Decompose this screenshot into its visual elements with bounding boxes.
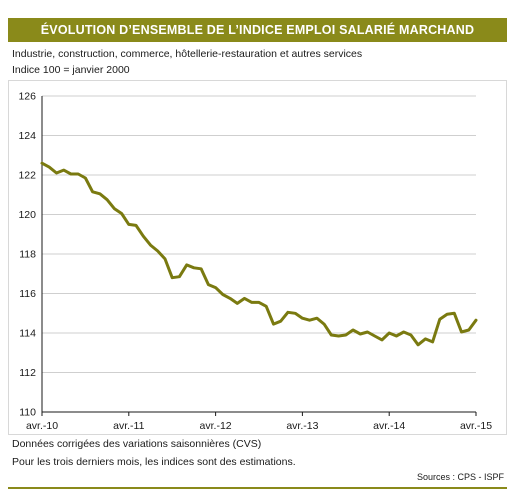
series-line-0	[40, 161, 478, 347]
x-tick-label: avr.-15	[460, 420, 492, 432]
source-note: Sources : CPS - ISPF	[416, 472, 504, 482]
y-tick-label: 120	[18, 209, 36, 221]
grid-lines	[42, 95, 476, 373]
axes	[41, 96, 477, 416]
x-tick-label: avr.-14	[373, 420, 405, 432]
y-tick-label: 124	[18, 130, 36, 142]
index-base-note: Indice 100 = janvier 2000	[12, 64, 130, 76]
chart-title: ÉVOLUTION D’ENSEMBLE DE L’INDICE EMPLOI …	[8, 18, 507, 42]
y-tick-label: 126	[18, 91, 36, 103]
estimate-note: Pour les trois derniers mois, les indice…	[12, 456, 296, 468]
chart-frame	[8, 80, 507, 435]
y-tick-labels: 110 112 114 116 118 120 122 124 126	[18, 91, 36, 419]
cvs-note: Données corrigées des variations saisonn…	[12, 438, 262, 450]
y-tick-label: 114	[19, 328, 36, 340]
x-tick-label: avr.-11	[113, 420, 144, 432]
y-tick-label: 112	[19, 367, 36, 379]
y-tick-label: 122	[18, 170, 36, 182]
x-tick-label: avr.-10	[26, 420, 58, 432]
chart-subtitle: Industrie, construction, commerce, hôtel…	[12, 48, 363, 60]
series-layer	[40, 161, 478, 347]
x-tick-label: avr.-13	[286, 420, 318, 432]
x-tick-label: avr.-12	[200, 420, 232, 432]
y-tick-label: 116	[19, 288, 36, 300]
bottom-divider	[8, 487, 507, 489]
x-tick-labels: avr.-10 avr.-11 avr.-12 avr.-13 avr.-14 avr.-…	[26, 420, 492, 432]
y-tick-label: 118	[19, 249, 36, 261]
y-tick-label: 110	[19, 407, 36, 419]
